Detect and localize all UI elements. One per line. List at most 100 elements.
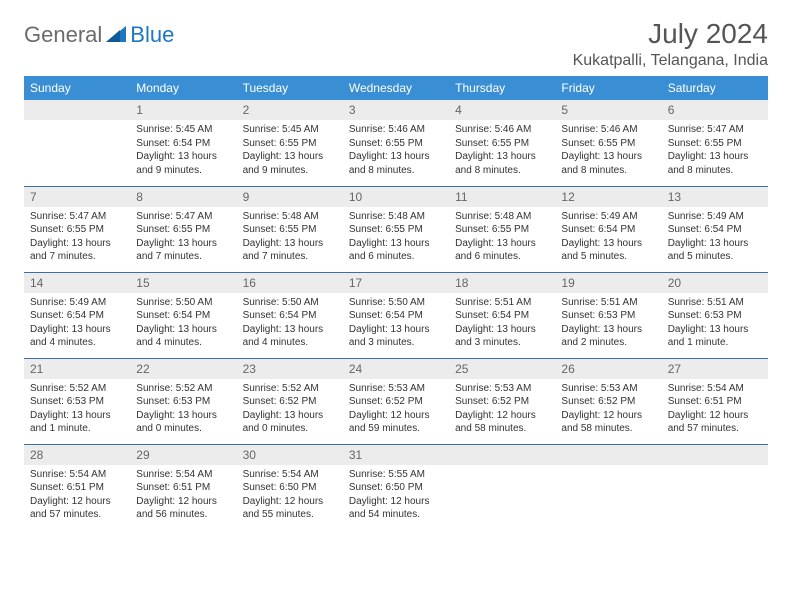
daylight-line: Daylight: 12 hours and 56 minutes. (136, 495, 230, 522)
day-number: 31 (343, 445, 449, 465)
day-number: 12 (555, 187, 661, 207)
day-number: 10 (343, 187, 449, 207)
day-body: Sunrise: 5:54 AMSunset: 6:51 PMDaylight:… (662, 379, 768, 442)
calendar-cell: 9Sunrise: 5:48 AMSunset: 6:55 PMDaylight… (237, 186, 343, 272)
sunrise-line: Sunrise: 5:55 AM (349, 468, 443, 482)
sunset-line: Sunset: 6:53 PM (136, 395, 230, 409)
day-body: Sunrise: 5:47 AMSunset: 6:55 PMDaylight:… (130, 207, 236, 270)
logo: General Blue (24, 22, 174, 48)
weekday-header-row: Sunday Monday Tuesday Wednesday Thursday… (24, 76, 768, 100)
day-body: Sunrise: 5:52 AMSunset: 6:53 PMDaylight:… (24, 379, 130, 442)
sunrise-line: Sunrise: 5:48 AM (455, 210, 549, 224)
day-body: Sunrise: 5:47 AMSunset: 6:55 PMDaylight:… (662, 120, 768, 183)
daylight-line: Daylight: 13 hours and 1 minute. (30, 409, 124, 436)
sunrise-line: Sunrise: 5:53 AM (349, 382, 443, 396)
day-number: 20 (662, 273, 768, 293)
day-body: Sunrise: 5:52 AMSunset: 6:53 PMDaylight:… (130, 379, 236, 442)
calendar-cell: 26Sunrise: 5:53 AMSunset: 6:52 PMDayligh… (555, 358, 661, 444)
day-number-empty (24, 100, 130, 120)
day-body: Sunrise: 5:52 AMSunset: 6:52 PMDaylight:… (237, 379, 343, 442)
calendar-table: Sunday Monday Tuesday Wednesday Thursday… (24, 76, 768, 530)
daylight-line: Daylight: 12 hours and 55 minutes. (243, 495, 337, 522)
day-body: Sunrise: 5:45 AMSunset: 6:55 PMDaylight:… (237, 120, 343, 183)
day-number: 23 (237, 359, 343, 379)
day-body-empty (555, 465, 661, 515)
weekday-header: Sunday (24, 76, 130, 100)
calendar-cell: 31Sunrise: 5:55 AMSunset: 6:50 PMDayligh… (343, 444, 449, 530)
calendar-cell (24, 100, 130, 186)
calendar-cell: 11Sunrise: 5:48 AMSunset: 6:55 PMDayligh… (449, 186, 555, 272)
day-number: 21 (24, 359, 130, 379)
sunrise-line: Sunrise: 5:46 AM (349, 123, 443, 137)
sunrise-line: Sunrise: 5:54 AM (668, 382, 762, 396)
sunset-line: Sunset: 6:54 PM (243, 309, 337, 323)
calendar-cell: 30Sunrise: 5:54 AMSunset: 6:50 PMDayligh… (237, 444, 343, 530)
daylight-line: Daylight: 13 hours and 7 minutes. (30, 237, 124, 264)
sunset-line: Sunset: 6:53 PM (668, 309, 762, 323)
day-body: Sunrise: 5:45 AMSunset: 6:54 PMDaylight:… (130, 120, 236, 183)
day-body: Sunrise: 5:50 AMSunset: 6:54 PMDaylight:… (237, 293, 343, 356)
sunset-line: Sunset: 6:52 PM (561, 395, 655, 409)
day-number: 2 (237, 100, 343, 120)
sunrise-line: Sunrise: 5:50 AM (136, 296, 230, 310)
sunset-line: Sunset: 6:55 PM (349, 223, 443, 237)
daylight-line: Daylight: 13 hours and 6 minutes. (349, 237, 443, 264)
daylight-line: Daylight: 12 hours and 59 minutes. (349, 409, 443, 436)
calendar-cell: 3Sunrise: 5:46 AMSunset: 6:55 PMDaylight… (343, 100, 449, 186)
sunrise-line: Sunrise: 5:50 AM (243, 296, 337, 310)
day-body: Sunrise: 5:46 AMSunset: 6:55 PMDaylight:… (555, 120, 661, 183)
day-number: 1 (130, 100, 236, 120)
sunset-line: Sunset: 6:55 PM (30, 223, 124, 237)
day-number: 25 (449, 359, 555, 379)
day-body-empty (449, 465, 555, 515)
day-body: Sunrise: 5:54 AMSunset: 6:50 PMDaylight:… (237, 465, 343, 528)
calendar-cell: 29Sunrise: 5:54 AMSunset: 6:51 PMDayligh… (130, 444, 236, 530)
calendar-cell: 7Sunrise: 5:47 AMSunset: 6:55 PMDaylight… (24, 186, 130, 272)
sunrise-line: Sunrise: 5:49 AM (668, 210, 762, 224)
sunset-line: Sunset: 6:55 PM (349, 137, 443, 151)
sunset-line: Sunset: 6:54 PM (349, 309, 443, 323)
daylight-line: Daylight: 13 hours and 5 minutes. (668, 237, 762, 264)
calendar-cell (449, 444, 555, 530)
day-number: 5 (555, 100, 661, 120)
daylight-line: Daylight: 12 hours and 58 minutes. (455, 409, 549, 436)
daylight-line: Daylight: 13 hours and 0 minutes. (243, 409, 337, 436)
daylight-line: Daylight: 13 hours and 9 minutes. (243, 150, 337, 177)
day-body: Sunrise: 5:51 AMSunset: 6:53 PMDaylight:… (555, 293, 661, 356)
daylight-line: Daylight: 13 hours and 3 minutes. (455, 323, 549, 350)
daylight-line: Daylight: 13 hours and 8 minutes. (455, 150, 549, 177)
daylight-line: Daylight: 13 hours and 4 minutes. (243, 323, 337, 350)
sunset-line: Sunset: 6:55 PM (455, 137, 549, 151)
calendar-cell: 8Sunrise: 5:47 AMSunset: 6:55 PMDaylight… (130, 186, 236, 272)
daylight-line: Daylight: 12 hours and 57 minutes. (30, 495, 124, 522)
weekday-header: Monday (130, 76, 236, 100)
sunset-line: Sunset: 6:52 PM (243, 395, 337, 409)
day-number: 3 (343, 100, 449, 120)
calendar-cell: 16Sunrise: 5:50 AMSunset: 6:54 PMDayligh… (237, 272, 343, 358)
sunrise-line: Sunrise: 5:47 AM (668, 123, 762, 137)
day-number: 7 (24, 187, 130, 207)
calendar-cell: 17Sunrise: 5:50 AMSunset: 6:54 PMDayligh… (343, 272, 449, 358)
sunset-line: Sunset: 6:54 PM (561, 223, 655, 237)
sunset-line: Sunset: 6:53 PM (561, 309, 655, 323)
sunset-line: Sunset: 6:54 PM (136, 137, 230, 151)
calendar-cell: 13Sunrise: 5:49 AMSunset: 6:54 PMDayligh… (662, 186, 768, 272)
day-body: Sunrise: 5:54 AMSunset: 6:51 PMDaylight:… (24, 465, 130, 528)
sunrise-line: Sunrise: 5:47 AM (136, 210, 230, 224)
day-number: 16 (237, 273, 343, 293)
calendar-cell: 25Sunrise: 5:53 AMSunset: 6:52 PMDayligh… (449, 358, 555, 444)
calendar-cell: 10Sunrise: 5:48 AMSunset: 6:55 PMDayligh… (343, 186, 449, 272)
day-body: Sunrise: 5:50 AMSunset: 6:54 PMDaylight:… (343, 293, 449, 356)
weekday-header: Tuesday (237, 76, 343, 100)
daylight-line: Daylight: 13 hours and 2 minutes. (561, 323, 655, 350)
sunrise-line: Sunrise: 5:54 AM (243, 468, 337, 482)
sunrise-line: Sunrise: 5:52 AM (136, 382, 230, 396)
day-number-empty (449, 445, 555, 465)
calendar-cell: 18Sunrise: 5:51 AMSunset: 6:54 PMDayligh… (449, 272, 555, 358)
day-body: Sunrise: 5:49 AMSunset: 6:54 PMDaylight:… (555, 207, 661, 270)
daylight-line: Daylight: 13 hours and 7 minutes. (243, 237, 337, 264)
daylight-line: Daylight: 13 hours and 6 minutes. (455, 237, 549, 264)
logo-text-general: General (24, 22, 102, 48)
day-number: 27 (662, 359, 768, 379)
sunrise-line: Sunrise: 5:52 AM (30, 382, 124, 396)
